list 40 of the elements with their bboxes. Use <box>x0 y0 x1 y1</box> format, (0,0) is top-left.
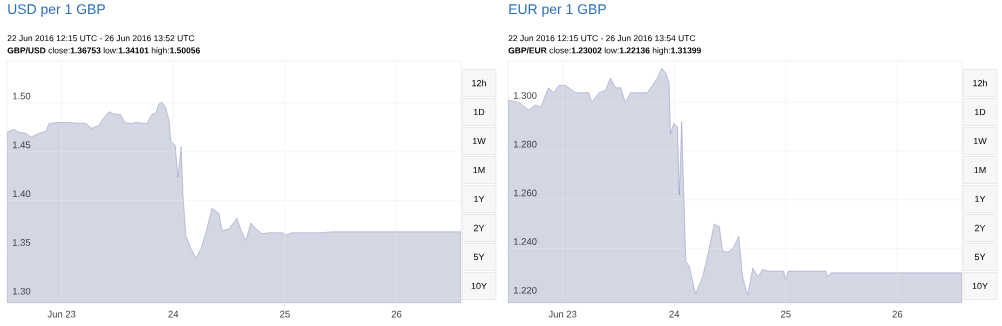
text: 1D <box>473 108 485 116</box>
chart-title: USD per 1 GBP <box>8 4 105 17</box>
chart-title: EUR per 1 GBP <box>509 4 606 17</box>
text: 10Y <box>471 282 487 290</box>
x-tick-label: 26 <box>892 310 903 318</box>
y-tick-label: 1.280 <box>514 140 537 148</box>
y-tick-label: 1.220 <box>514 286 537 294</box>
text: 1Y <box>474 195 485 203</box>
text: 12h <box>472 79 486 87</box>
y-tick-label: 1.50 <box>12 92 31 100</box>
x-tick-label: Jun 23 <box>548 310 577 318</box>
text: 10Y <box>972 282 988 290</box>
y-tick-label: 1.30 <box>12 287 31 295</box>
chart-subtitle: 22 Jun 2016 12:15 UTC - 26 Jun 2016 13:52 UTC <box>7 35 195 42</box>
x-tick-label: 26 <box>391 310 402 318</box>
x-tick-label: 25 <box>280 310 290 318</box>
text: 1M <box>473 166 485 174</box>
x-tick-label: 25 <box>781 310 791 318</box>
text: 2Y <box>974 224 986 232</box>
x-tick-label: 24 <box>669 310 680 318</box>
y-tick-label: 1.35 <box>12 239 31 246</box>
text: 2Y <box>473 224 485 232</box>
text: 1W <box>973 137 987 145</box>
text: 1W <box>472 137 486 145</box>
y-tick-label: 1.240 <box>514 238 537 245</box>
y-tick-label: 1.300 <box>514 92 537 99</box>
text: 5Y <box>974 253 986 261</box>
text: 1M <box>974 166 986 174</box>
text: 5Y <box>473 253 485 261</box>
text: GBP/EUR close:1.23002 low:1.22136 high:1.31399 <box>508 47 701 56</box>
text: 12h <box>973 79 987 87</box>
x-tick-label: 24 <box>168 310 179 318</box>
y-tick-label: 1.40 <box>12 190 31 198</box>
x-tick-label: Jun 23 <box>47 310 76 318</box>
text: 1Y <box>975 195 986 203</box>
chart-subtitle: 22 Jun 2016 12:15 UTC - 26 Jun 2016 13:54 UTC <box>508 35 696 42</box>
y-tick-label: 1.260 <box>514 189 537 197</box>
text: 1D <box>974 108 986 116</box>
text: GBP/USD close:1.36753 low:1.34101 high:1.50056 <box>7 47 200 56</box>
y-tick-label: 1.45 <box>12 141 31 149</box>
